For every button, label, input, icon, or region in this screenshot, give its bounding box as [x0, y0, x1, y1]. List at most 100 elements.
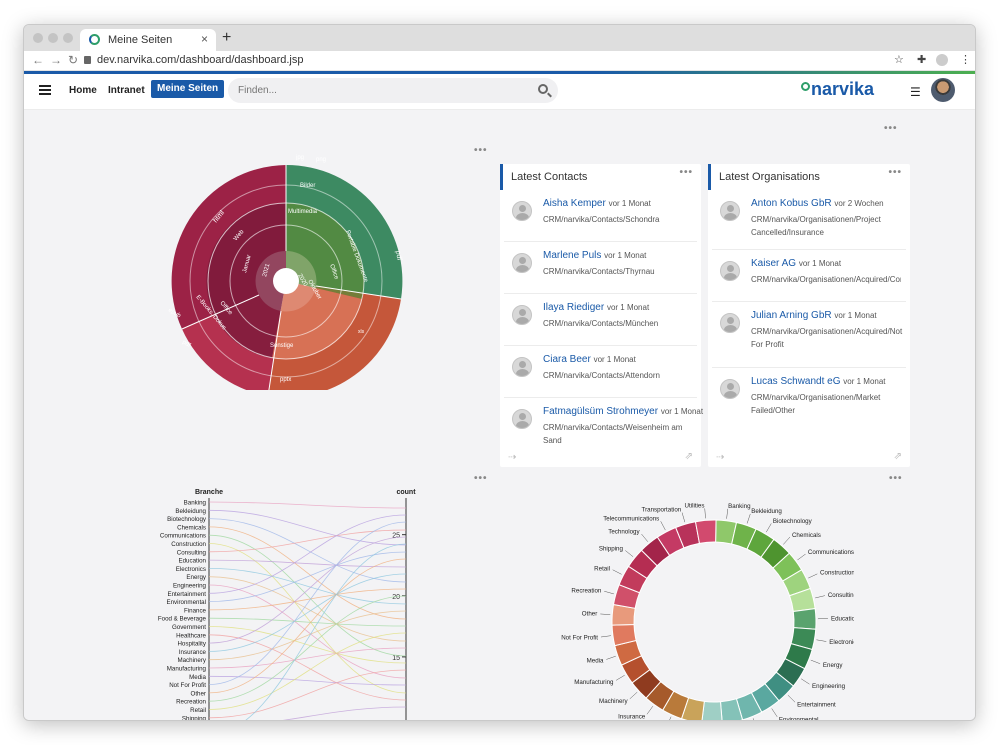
- organisation-name[interactable]: Julian Arning GbR: [751, 310, 832, 321]
- pc-line[interactable]: [208, 617, 407, 627]
- organisations-footer: ⇢ ⇗: [708, 449, 910, 467]
- widget-menu-icon[interactable]: •••: [884, 123, 898, 134]
- donut-slice[interactable]: [694, 519, 717, 544]
- extensions-icon[interactable]: ✚: [917, 54, 927, 66]
- nav-intranet[interactable]: Intranet: [108, 85, 145, 96]
- organisation-item[interactable]: Julian Arning GbR vor 1 Monat CRM/narvik…: [712, 302, 906, 368]
- category-label: Manufacturing: [167, 666, 207, 673]
- more-arrow-icon[interactable]: ⇢: [508, 452, 517, 463]
- pc-line[interactable]: [208, 610, 407, 661]
- window-close-dot[interactable]: [33, 33, 43, 43]
- donut-slice[interactable]: [792, 608, 817, 630]
- pc-line[interactable]: [208, 536, 407, 644]
- contact-name[interactable]: Aisha Kemper: [543, 198, 606, 209]
- user-avatar[interactable]: [931, 78, 955, 102]
- slice-label: Technology: [608, 529, 640, 536]
- pc-line[interactable]: [208, 509, 407, 546]
- pc-line[interactable]: [208, 543, 407, 694]
- external-link-icon[interactable]: ⇗: [684, 451, 693, 462]
- contact-name[interactable]: Ciara Beer: [543, 354, 591, 365]
- pc-line[interactable]: [208, 595, 407, 702]
- category-label: Engineering: [173, 583, 207, 590]
- pc-line[interactable]: [208, 634, 407, 701]
- nav-home[interactable]: Home: [69, 85, 97, 96]
- donut-chart-menu-icon[interactable]: •••: [889, 473, 903, 484]
- pc-line[interactable]: [209, 543, 407, 721]
- external-link-icon[interactable]: ⇗: [893, 451, 902, 462]
- search-input[interactable]: [228, 78, 508, 103]
- contact-time: vor 1 Monat: [604, 251, 647, 260]
- contact-item[interactable]: Marlene Puls vor 1 Monat CRM/narvika/Con…: [504, 242, 697, 294]
- person-icon: [512, 409, 532, 429]
- organisation-name[interactable]: Kaiser AG: [751, 258, 797, 269]
- nav-meine-seiten[interactable]: Meine Seiten: [151, 80, 225, 98]
- pc-line[interactable]: [208, 675, 407, 686]
- pc-line[interactable]: [208, 514, 407, 594]
- pc-line[interactable]: [208, 584, 407, 679]
- contact-item[interactable]: Aisha Kemper vor 1 Monat CRM/narvika/Con…: [504, 190, 697, 242]
- forward-arrow-icon[interactable]: →: [50, 53, 62, 67]
- organisation-name[interactable]: Lucas Schwandt eG: [751, 376, 841, 387]
- pc-line[interactable]: [208, 568, 407, 605]
- contact-name[interactable]: Marlene Puls: [543, 250, 602, 261]
- sunburst-ring-mid[interactable]: [206, 202, 286, 359]
- pc-line[interactable]: [208, 576, 407, 642]
- contacts-menu-icon[interactable]: •••: [679, 167, 693, 178]
- pc-line[interactable]: [208, 647, 407, 669]
- donut-slice[interactable]: [701, 700, 723, 721]
- back-arrow-icon[interactable]: ←: [32, 53, 44, 67]
- sunburst-ring-mid[interactable]: [272, 281, 362, 360]
- tab-close-icon[interactable]: ×: [200, 32, 208, 46]
- pc-line[interactable]: [208, 521, 407, 685]
- pc-line[interactable]: [208, 551, 407, 602]
- label-leader: [625, 550, 634, 557]
- more-arrow-icon[interactable]: ⇢: [716, 452, 725, 463]
- search-icon[interactable]: [538, 84, 548, 94]
- contact-item[interactable]: Ciara Beer vor 1 Monat CRM/narvika/Conta…: [504, 346, 697, 398]
- narvika-logo[interactable]: narvika: [801, 79, 874, 100]
- pc-line[interactable]: [208, 526, 407, 620]
- pc-line[interactable]: [209, 706, 407, 721]
- pc-line[interactable]: [208, 518, 407, 583]
- organisation-item[interactable]: Lucas Schwandt eG vor 1 Monat CRM/narvik…: [712, 368, 906, 428]
- pc-line[interactable]: [208, 632, 407, 710]
- hamburger-menu-icon[interactable]: [39, 85, 51, 95]
- pc-line[interactable]: [208, 626, 407, 664]
- sunburst-menu-icon[interactable]: •••: [474, 145, 488, 156]
- category-label: Entertainment: [167, 591, 206, 598]
- window-zoom-dot[interactable]: [63, 33, 73, 43]
- category-label: Electronics: [176, 566, 206, 573]
- sunburst-center[interactable]: [273, 268, 299, 294]
- pc-line[interactable]: [208, 559, 407, 568]
- organisation-item[interactable]: Anton Kobus GbR vor 2 Wochen CRM/narvika…: [712, 190, 906, 250]
- pc-line[interactable]: [208, 534, 407, 657]
- star-icon[interactable]: ☆: [894, 54, 904, 66]
- pc-line[interactable]: [208, 588, 407, 611]
- contact-item[interactable]: Fatmagülsüm Strohmeyer vor 1 Monat CRM/n…: [504, 398, 703, 454]
- browser-menu-icon[interactable]: ⋮: [960, 54, 971, 66]
- pc-line[interactable]: [208, 573, 407, 652]
- window-minimize-dot[interactable]: [48, 33, 58, 43]
- url-field[interactable]: dev.narvika.com/dashboard/dashboard.jsp: [84, 54, 303, 66]
- slice-label: Insurance: [618, 714, 646, 721]
- category-label: Retail: [190, 707, 206, 714]
- pc-line[interactable]: [208, 669, 407, 719]
- organisations-menu-icon[interactable]: •••: [888, 167, 902, 178]
- reload-icon[interactable]: ↻: [68, 53, 79, 67]
- organisation-item[interactable]: Kaiser AG vor 1 Monat CRM/narvika/Organi…: [712, 250, 906, 302]
- contact-item[interactable]: Ilaya Riediger vor 1 Monat CRM/narvika/C…: [504, 294, 697, 346]
- pc-line[interactable]: [208, 501, 407, 509]
- organisation-name[interactable]: Anton Kobus GbR: [751, 198, 832, 209]
- pc-line[interactable]: [208, 558, 407, 694]
- tick-label: 25: [392, 533, 400, 540]
- browser-tab[interactable]: Meine Seiten ×: [80, 29, 216, 51]
- sunburst-ring-mid[interactable]: [286, 202, 365, 299]
- pc-line[interactable]: [208, 529, 407, 553]
- parallel-chart-menu-icon[interactable]: •••: [474, 473, 488, 484]
- contact-name[interactable]: Fatmagülsüm Strohmeyer: [543, 406, 659, 417]
- sunburst-label: Multimedia: [288, 209, 318, 215]
- new-tab-button[interactable]: +: [222, 29, 232, 46]
- profile-icon[interactable]: [936, 54, 948, 66]
- list-view-icon[interactable]: ☰: [910, 85, 921, 99]
- contact-name[interactable]: Ilaya Riediger: [543, 302, 605, 313]
